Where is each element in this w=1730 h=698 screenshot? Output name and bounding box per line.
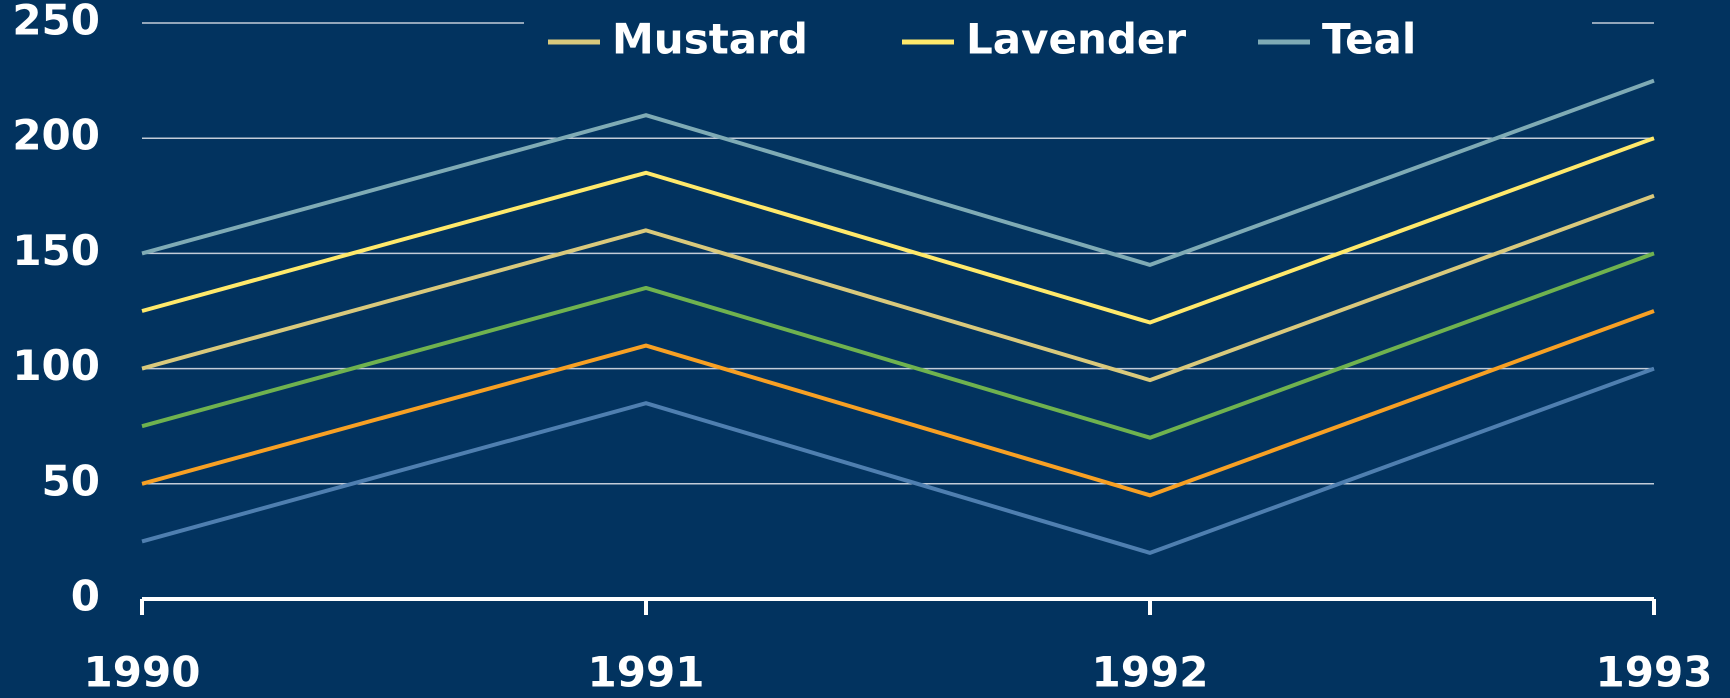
y-tick-label: 150 [12, 226, 100, 275]
x-tick-label: 1992 [1092, 648, 1209, 697]
legend-background [524, 8, 1592, 76]
series-line [141, 366, 1655, 555]
series-line [141, 78, 1655, 267]
x-tick-label: 1990 [84, 648, 201, 697]
y-tick-label: 100 [12, 341, 100, 390]
y-tick-label: 50 [42, 456, 100, 505]
series-line [141, 251, 1655, 440]
legend-label: Mustard [612, 15, 808, 64]
x-tick-label: 1991 [588, 648, 705, 697]
series-line [141, 193, 1655, 383]
y-tick-label: 0 [71, 572, 100, 621]
legend-label: Teal [1322, 15, 1416, 64]
legend-label: Lavender [966, 15, 1186, 64]
series-line [141, 136, 1655, 325]
y-tick-label: 200 [12, 111, 100, 160]
x-tick-label: 1993 [1596, 648, 1713, 697]
y-tick-label: 250 [12, 0, 100, 45]
series-line [141, 309, 1655, 498]
